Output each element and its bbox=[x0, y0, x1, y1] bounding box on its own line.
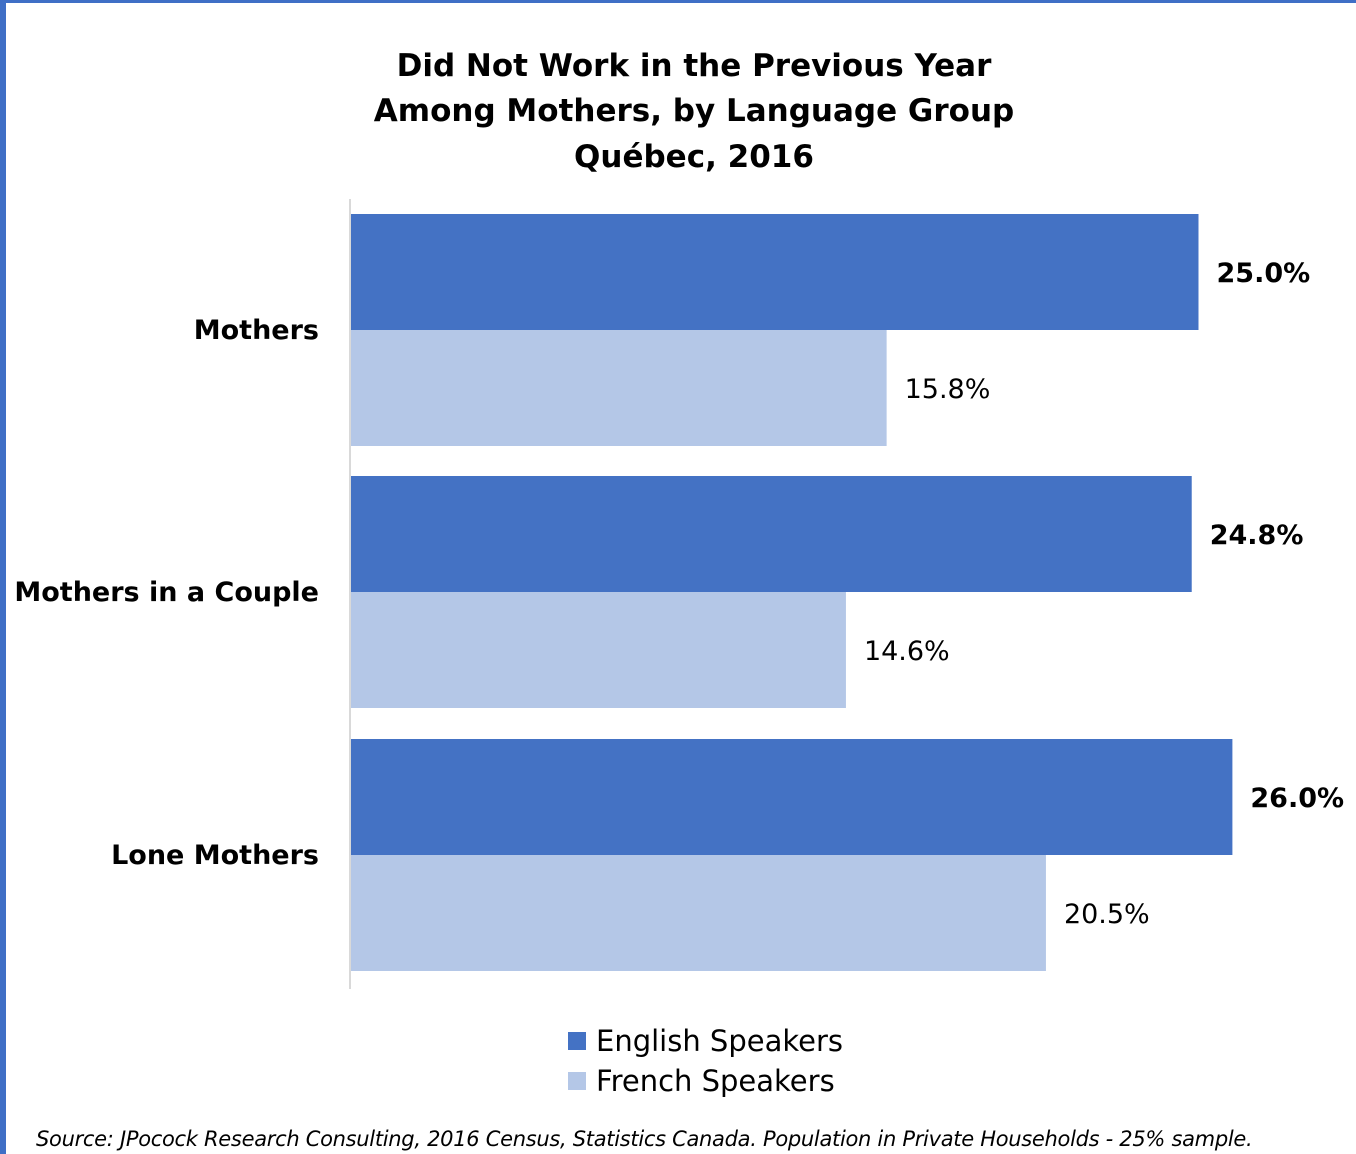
chart-title-line-2: Among Mothers, by Language Group bbox=[373, 93, 1015, 129]
legend-item-english: English Speakers bbox=[568, 1021, 843, 1061]
data-label: 14.6% bbox=[864, 636, 950, 667]
bar-english bbox=[351, 739, 1233, 855]
legend-swatch-french bbox=[568, 1072, 586, 1090]
legend-item-french: French Speakers bbox=[568, 1061, 843, 1101]
bar-french bbox=[351, 855, 1046, 971]
data-label: 20.5% bbox=[1064, 899, 1150, 930]
legend-swatch-english bbox=[568, 1032, 586, 1050]
category-label: Mothers in a Couple bbox=[14, 577, 319, 608]
data-label: 25.0% bbox=[1217, 258, 1311, 289]
legend-label-french: French Speakers bbox=[596, 1064, 835, 1098]
chart-title-line-3: Québec, 2016 bbox=[574, 139, 814, 175]
legend: English Speakers French Speakers bbox=[568, 1021, 843, 1101]
category-label: Lone Mothers bbox=[111, 840, 319, 871]
source-note: Source: JPocock Research Consulting, 201… bbox=[36, 1127, 1253, 1151]
bar-english bbox=[351, 214, 1199, 330]
data-label: 15.8% bbox=[905, 374, 991, 405]
category-label: Mothers bbox=[194, 315, 319, 346]
data-label: 26.0% bbox=[1250, 783, 1344, 814]
data-label: 24.8% bbox=[1210, 520, 1304, 551]
legend-label-english: English Speakers bbox=[596, 1024, 843, 1058]
chart-title-line-1: Did Not Work in the Previous Year bbox=[396, 48, 992, 84]
bar-french bbox=[351, 592, 846, 708]
bar-french bbox=[351, 330, 887, 446]
bar-chart: Mothers 25.0% 15.8% Mothers in a Couple 24.8… bbox=[14, 199, 1344, 989]
bar-english bbox=[351, 476, 1192, 592]
